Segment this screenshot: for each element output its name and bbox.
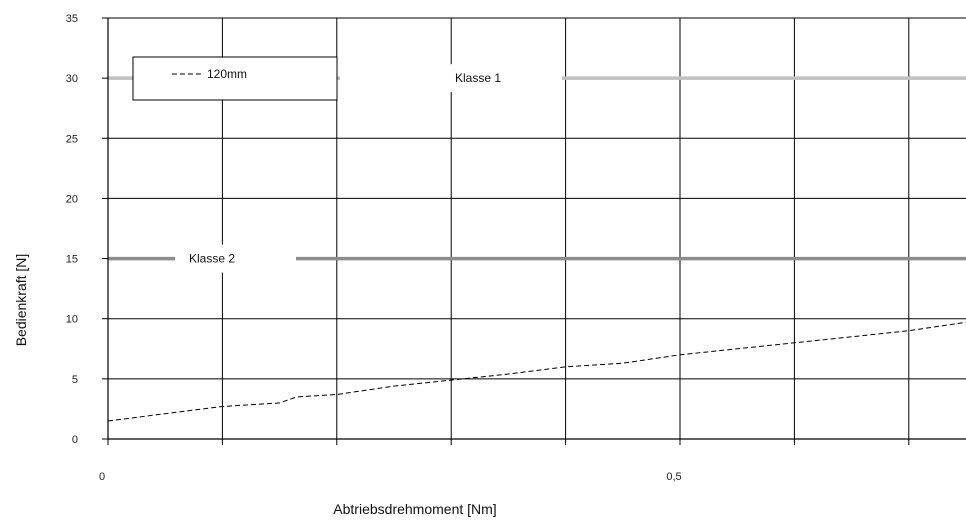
- reference-lines: Klasse 1 Klasse 2: [108, 64, 966, 273]
- reference-label: Klasse 1: [455, 71, 501, 85]
- reference-label-bg: [340, 64, 562, 93]
- y-tick-label: 35: [66, 13, 78, 25]
- legend: 120mm: [132, 56, 338, 101]
- tick-labels: 0 5 10 15 20 25 30 35 0 0,5: [66, 13, 682, 483]
- y-tick-label: 30: [66, 73, 78, 85]
- series-layer: [107, 321, 966, 422]
- reference-label: Klasse 2: [189, 252, 235, 266]
- x-tick-label: 0: [99, 471, 105, 483]
- x-tick-label: 0,5: [666, 471, 681, 483]
- y-tick-label: 0: [72, 434, 78, 446]
- reference-label-bg: [175, 244, 296, 273]
- y-axis-label: Bedienkraft [N]: [13, 254, 29, 347]
- y-tick-label: 25: [66, 133, 78, 145]
- y-tick-label: 15: [66, 254, 78, 266]
- y-tick-label: 20: [66, 193, 78, 205]
- axes: [102, 17, 966, 445]
- y-tick-label: 10: [66, 314, 78, 326]
- series-line: [107, 321, 966, 422]
- x-axis-label: Abtriebsdrehmoment [Nm]: [333, 501, 496, 517]
- legend-entry-label: 120mm: [207, 67, 247, 81]
- legend-box: [132, 56, 338, 101]
- y-tick-label: 5: [72, 374, 78, 386]
